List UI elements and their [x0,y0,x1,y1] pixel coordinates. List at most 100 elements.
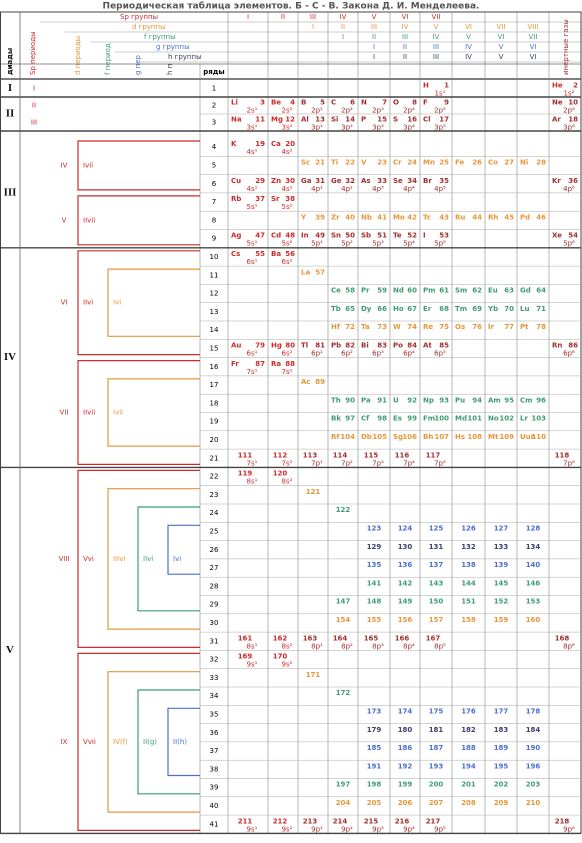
electron-config: 3p⁴ [403,124,415,132]
electron-config: 7p³ [372,459,384,467]
header-group-number: VI [530,43,537,51]
vertical-label: h п [166,64,174,75]
element-symbol: As [361,177,371,185]
element-number: 31 [315,177,325,185]
row-number: 3 [212,119,216,127]
element-number: 109 [499,433,514,441]
element-number: 186 [398,744,413,752]
element-number: 63 [504,287,514,295]
electron-config: 6s¹ [247,349,258,357]
element-symbol: F [423,99,428,107]
header-group-number: II [403,53,407,61]
electron-config: 8s¹ [247,642,258,650]
electron-config: 5p¹ [311,240,323,248]
element-symbol: Yb [487,305,498,313]
electron-config: 6s² [282,258,293,266]
element-number: 150 [429,598,444,606]
element-number: 74 [407,323,417,331]
element-symbol: I [423,232,426,240]
header-group-number: III [310,13,316,21]
element-number: 55 [255,250,265,258]
element-number: 213 [303,817,318,825]
header-group-number: V [499,53,504,61]
element-number: 124 [398,524,413,532]
element-symbol: Ru [455,213,465,221]
element-symbol: At [423,341,432,349]
element-number: 161 [238,634,253,642]
element-number: 100 [434,415,449,423]
header-group-number: III [371,23,377,31]
electron-config: 9p⁴ [403,825,415,833]
header-group-number: IV [465,53,472,61]
electron-config: 5s¹ [247,203,258,211]
element-number: 189 [494,744,509,752]
element-number: 203 [526,781,541,789]
element-symbol: Ti [331,158,338,166]
element-number: 183 [494,726,509,734]
element-symbol: Eu [488,287,498,295]
element-symbol: Rn [552,341,562,349]
header-group-label: f группы [144,33,176,41]
element-symbol: Ca [271,140,281,148]
element-number: 93 [439,396,449,404]
element-number: 145 [494,579,509,587]
element-number: 163 [303,634,318,642]
element-number: 215 [364,817,379,825]
element-number: 144 [461,579,476,587]
row-number: 32 [210,656,219,664]
element-number: 21 [315,158,325,166]
element-number: 111 [238,451,253,459]
row-number: 18 [210,399,219,407]
electron-config: 4p⁶ [563,185,575,193]
element-number: 214 [333,817,348,825]
element-number: 190 [526,744,541,752]
element-number: 98 [377,415,387,423]
element-number: 117 [426,451,441,459]
element-number: 12 [285,116,295,124]
element-number: 217 [426,817,441,825]
element-number: 47 [255,232,265,240]
element-number: 110 [531,433,546,441]
element-number: 120 [273,470,288,478]
element-symbol: Gd [520,287,531,295]
electron-config: 8p³ [372,642,384,650]
element-symbol: Ga [301,177,312,185]
element-number: 76 [472,323,482,331]
header-group-number: II [403,43,407,51]
element-number: 81 [315,341,325,349]
element-number: 193 [429,762,444,770]
electron-config: 9p⁵ [434,825,446,833]
electron-config: 2p⁴ [403,107,415,115]
row-number: 6 [212,180,217,188]
element-number: 36 [568,177,578,185]
element-number: 197 [336,781,351,789]
electron-config: 6p¹ [311,349,323,357]
element-number: 166 [395,634,410,642]
element-number: 97 [345,415,355,423]
electron-config: 5s¹ [247,240,258,248]
element-number: 15 [377,116,387,124]
electron-config: 7s¹ [247,459,258,467]
element-number: 128 [526,524,541,532]
element-symbol: Al [301,116,309,124]
element-number: 174 [398,707,413,715]
header-group-number: III [402,33,408,41]
row-number: 8 [212,216,216,224]
element-number: 5 [320,99,325,107]
element-number: 154 [336,616,351,624]
element-symbol: Si [331,116,338,124]
element-number: 208 [461,799,476,807]
element-number: 52 [407,232,417,240]
element-symbol: U [393,396,399,404]
element-symbol: Hs [455,433,465,441]
element-number: 184 [526,726,541,734]
element-number: 200 [429,781,444,789]
element-symbol: Tc [423,213,431,221]
electron-config: 8p¹ [311,642,323,650]
electron-config: 7p² [341,459,353,467]
element-symbol: Te [393,232,402,240]
element-symbol: Ar [552,116,561,124]
element-number: 125 [429,524,444,532]
element-symbol: Ge [331,177,342,185]
